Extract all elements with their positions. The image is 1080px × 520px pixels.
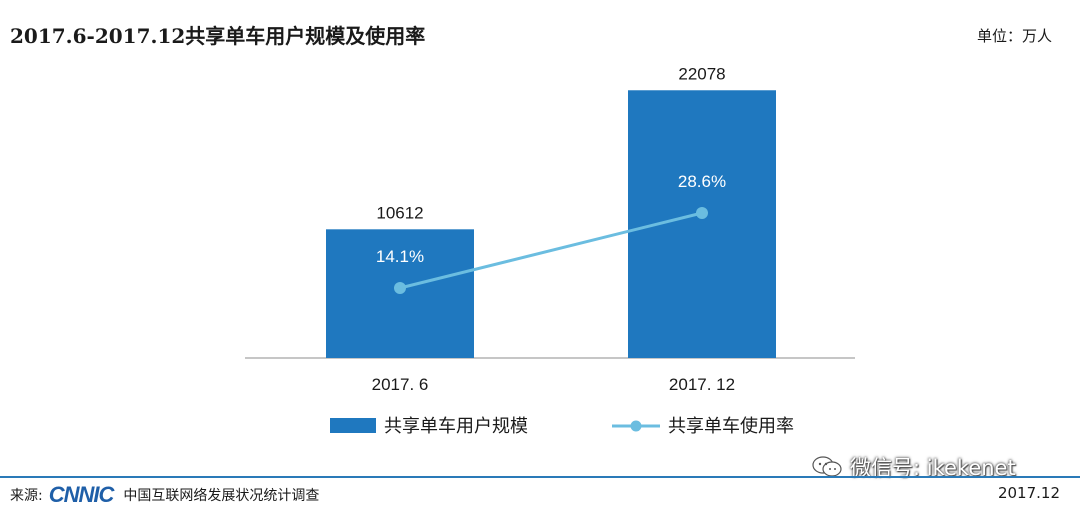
wechat-icon [812, 456, 842, 478]
x-tick-label: 2017. 6 [372, 375, 429, 394]
source-label: 来源: [10, 488, 43, 504]
usage-rate-label: 14.1% [376, 247, 424, 266]
bar-2 [628, 90, 776, 358]
legend-line-marker [630, 420, 642, 432]
legend-bar-swatch [330, 418, 376, 433]
chart: 10612 22078 2017. 6 2017. 12 14.1% 28.6% 共享单车用… [245, 64, 855, 437]
source-org: 中国互联网络发展状况统计调查 [123, 488, 320, 504]
bar-value-label: 10612 [376, 203, 423, 222]
legend-line-label: 共享单车使用率 [668, 416, 794, 437]
unit-label: 单位：万人 [976, 27, 1052, 45]
footer-date: 2017.12 [997, 484, 1060, 502]
usage-rate-label: 28.6% [678, 172, 726, 191]
legend-bar-label: 共享单车用户规模 [384, 416, 528, 437]
chart-title: 2017.6-2017.12共享单车用户规模及使用率 [10, 24, 426, 48]
x-tick-label: 2017. 12 [669, 375, 735, 394]
usage-rate-line [399, 211, 703, 290]
usage-rate-point [696, 207, 708, 219]
bar-value-label: 22078 [678, 64, 725, 83]
usage-rate-point [394, 282, 406, 294]
source: 来源: CNNIC 中国互联网络发展状况统计调查 [10, 482, 319, 508]
footer-divider [0, 476, 1080, 478]
cnnic-logo: CNNIC [48, 482, 115, 507]
